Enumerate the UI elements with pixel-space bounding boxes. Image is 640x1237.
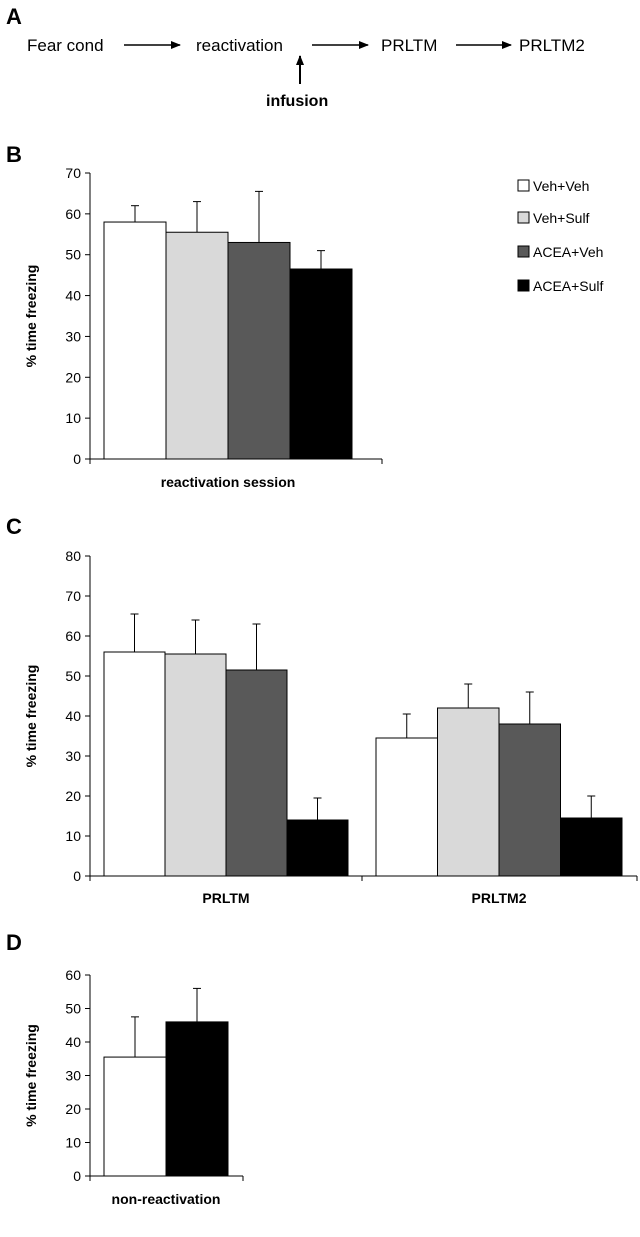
y-tick-label: 10 (65, 1135, 81, 1151)
bar (164, 653, 227, 877)
y-tick-label: 10 (65, 828, 81, 844)
legend-label: ACEA+Sulf (533, 278, 604, 294)
category-label: PRLTM (202, 890, 249, 906)
legend-item: ACEA+Sulf (517, 278, 604, 294)
chart-non-reactivation: 0 10 20 30 40 50 60 % time freezing non-reactiva… (23, 967, 244, 1207)
y-tick-label: 20 (65, 369, 81, 385)
legend-label: ACEA+Veh (533, 244, 603, 260)
y-tick-label: 70 (65, 165, 81, 181)
y-tick-label: 0 (73, 868, 81, 884)
bar (289, 268, 353, 460)
flow-step-fear-cond: Fear cond (27, 36, 104, 55)
bar (227, 241, 291, 460)
y-tick-label: 60 (65, 967, 81, 983)
y-tick-label: 30 (65, 748, 81, 764)
infusion-label: infusion (266, 93, 328, 110)
bar (375, 737, 438, 877)
bar (165, 231, 229, 460)
y-tick-label: 10 (65, 410, 81, 426)
y-tick-label: 60 (65, 206, 81, 222)
y-tick-label: 30 (65, 328, 81, 344)
y-tick-label: 30 (65, 1068, 81, 1084)
legend-swatch (517, 211, 530, 224)
legend-swatch (517, 279, 530, 292)
bar (437, 707, 500, 877)
legend: Veh+Veh Veh+Sulf ACEA+Veh ACEA+Sulf (517, 178, 604, 294)
y-tick-label: 50 (65, 247, 81, 263)
category-label: reactivation session (161, 474, 296, 490)
chart-reactivation: 0 10 20 30 40 50 60 70 % time freezing reactivati… (23, 165, 383, 490)
legend-item: ACEA+Veh (517, 244, 603, 260)
panel-label-a: A (6, 4, 22, 29)
legend-item: Veh+Sulf (517, 210, 590, 226)
legend-swatch (517, 245, 530, 258)
y-tick-label: 0 (73, 451, 81, 467)
flow-step-reactivation: reactivation (196, 36, 283, 55)
category-label: PRLTM2 (472, 890, 527, 906)
bar (560, 817, 623, 877)
chart-prltm: 0 10 20 30 40 50 60 70 80 % time freezing PRLTM PRL… (23, 548, 638, 906)
y-tick-label: 80 (65, 548, 81, 564)
bar (103, 1056, 167, 1177)
y-tick-label: 40 (65, 708, 81, 724)
legend-label: Veh+Veh (533, 178, 589, 194)
legend-item: Veh+Veh (517, 178, 589, 194)
bar (498, 723, 561, 877)
bar (225, 669, 288, 877)
y-tick-label: 40 (65, 288, 81, 304)
y-axis-title: % time freezing (23, 1024, 39, 1127)
y-axis-title: % time freezing (23, 665, 39, 768)
y-tick-label: 0 (73, 1168, 81, 1184)
panel-label-b: B (6, 142, 22, 167)
legend-label: Veh+Sulf (533, 210, 590, 226)
panel-label-c: C (6, 514, 22, 539)
category-label: non-reactivation (112, 1191, 221, 1207)
y-tick-label: 50 (65, 668, 81, 684)
bar (103, 651, 166, 877)
bar (286, 819, 349, 877)
flow-step-prltm: PRLTM (381, 36, 437, 55)
flow-step-prltm2: PRLTM2 (519, 36, 585, 55)
y-tick-label: 60 (65, 628, 81, 644)
bar (103, 221, 167, 460)
y-tick-label: 20 (65, 788, 81, 804)
legend-swatch (517, 179, 530, 192)
y-tick-label: 50 (65, 1001, 81, 1017)
y-axis-title: % time freezing (23, 265, 39, 368)
y-tick-label: 70 (65, 588, 81, 604)
panel-label-d: D (6, 930, 22, 955)
flow-diagram: Fear cond reactivation PRLTM PRLTM2 infu… (27, 36, 585, 110)
y-tick-label: 40 (65, 1034, 81, 1050)
bar (165, 1021, 229, 1177)
y-tick-label: 20 (65, 1101, 81, 1117)
